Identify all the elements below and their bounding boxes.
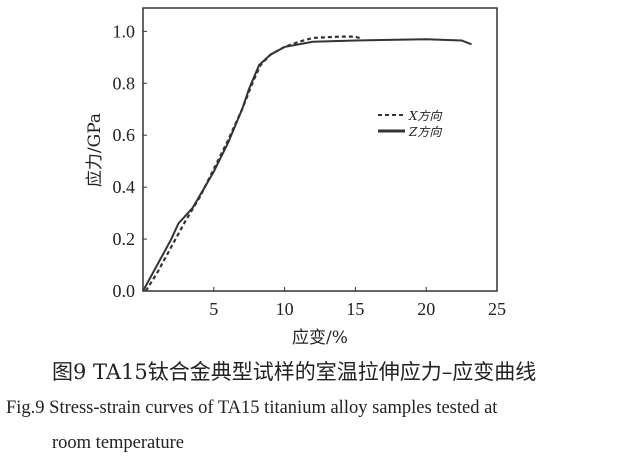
y-tick-label: 1.0: [113, 21, 136, 41]
plot-frame: [142, 7, 498, 292]
y-tick-label: 0.2: [113, 229, 136, 249]
stress-strain-chart: 5 10 15 20 25 0.0 0.2 0.4 0.6 0.8 1.0 应变/% 应力/GPa X方向…: [85, 7, 506, 348]
caption-english-line1: Fig.9 Stress-strain curves of TA15 titan…: [6, 398, 498, 418]
y-tick-label: 0.6: [113, 125, 136, 145]
legend-label: Z方向: [408, 125, 442, 139]
x-axis-label: 应变/%: [292, 328, 348, 348]
y-axis-label: 应力/GPa: [85, 113, 105, 187]
x-tick-label: 25: [488, 299, 506, 319]
y-tick-label: 0.4: [113, 177, 136, 197]
caption-english-line2: room temperature: [52, 433, 185, 453]
x-tick-label: 5: [209, 299, 218, 319]
legend-label: X方向: [408, 109, 443, 123]
y-tick-label: 0.0: [113, 281, 136, 301]
caption-chinese: 图9 TA15钛合金典型试样的室温拉伸应力–应变曲线: [52, 360, 537, 384]
series-line-1: [144, 35, 363, 292]
x-tick-label: 20: [417, 299, 435, 319]
y-tick-label: 0.8: [113, 73, 136, 93]
x-tick-label: 10: [276, 299, 294, 319]
series-line-2: [142, 38, 472, 292]
x-tick-label: 15: [346, 299, 364, 319]
